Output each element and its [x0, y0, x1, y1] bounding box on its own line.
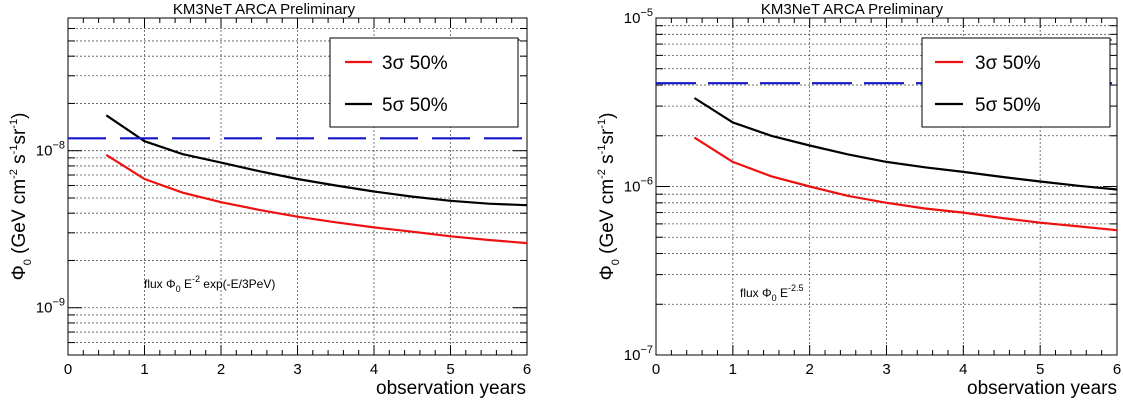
chart-panel-1: 0 1 2 3 4 5 6 10−9 10−8 KM3NeT ARCA Preliminary Φ0…	[8, 1, 531, 399]
flux-annotation: flux Φ0 E-2.5	[740, 283, 803, 303]
x-axis-ticks: 0 1 2 3 4 5 6	[64, 18, 531, 378]
legend-label-3sigma: 3σ 50%	[975, 53, 1041, 74]
flux-annotation: flux Φ0 E-2 exp(-E/3PeV)	[144, 274, 275, 294]
chart-title: KM3NeT ARCA Preliminary	[173, 1, 356, 18]
legend-box	[921, 37, 1111, 128]
x-tick-label: 6	[523, 361, 531, 378]
x-tick-label: 2	[805, 361, 813, 378]
y-tick-label: 10−5	[624, 7, 653, 27]
y-tick-label: 10−6	[624, 176, 653, 196]
y-axis-ticks: 10−7 10−6 10−5	[624, 7, 1117, 364]
x-tick-label: 2	[217, 361, 225, 378]
series-line-3sigma	[105, 153, 528, 245]
chart-panel-2: 0 1 2 3 4 5 6 10−7 10−6 10−5 KM3NeT ARCA Prelimina…	[596, 1, 1121, 399]
series-line-3sigma	[693, 136, 1118, 232]
x-tick-label: 4	[370, 361, 378, 378]
legend-box	[329, 37, 519, 128]
legend-label-5sigma: 5σ 50%	[975, 95, 1041, 116]
chart-title: KM3NeT ARCA Preliminary	[761, 1, 944, 18]
legend-label-3sigma: 3σ 50%	[382, 53, 448, 74]
y-axis-label: Φ0 (GeV cm-2 s-1sr-1)	[8, 113, 34, 281]
series-line-5sigma	[105, 114, 528, 207]
x-tick-label: 3	[882, 361, 890, 378]
x-tick-label: 0	[652, 361, 660, 378]
x-tick-label: 6	[1113, 361, 1121, 378]
legend: 3σ 50% 5σ 50%	[329, 37, 520, 128]
y-tick-label: 10−9	[36, 297, 65, 317]
x-tick-label: 4	[959, 361, 967, 378]
x-tick-label: 0	[64, 361, 72, 378]
x-tick-label: 1	[140, 361, 148, 378]
x-axis-label: observation years	[967, 378, 1117, 399]
x-tick-label: 3	[293, 361, 301, 378]
legend-label-5sigma: 5σ 50%	[382, 95, 448, 116]
x-tick-label: 1	[729, 361, 737, 378]
y-tick-label: 10−7	[624, 344, 653, 364]
legend: 3σ 50% 5σ 50%	[921, 37, 1112, 128]
series-line-5sigma	[693, 97, 1118, 191]
x-tick-label: 5	[446, 361, 454, 378]
y-axis-label: Φ0 (GeV cm-2 s-1sr-1)	[596, 113, 622, 281]
series-lines	[68, 114, 528, 245]
y-tick-label: 10−8	[36, 140, 65, 160]
x-tick-label: 5	[1036, 361, 1044, 378]
x-axis-label: observation years	[376, 378, 526, 399]
x-axis-ticks: 0 1 2 3 4 5 6	[652, 18, 1121, 378]
grid-lines	[68, 18, 527, 355]
y-axis-ticks: 10−9 10−8	[36, 17, 527, 356]
